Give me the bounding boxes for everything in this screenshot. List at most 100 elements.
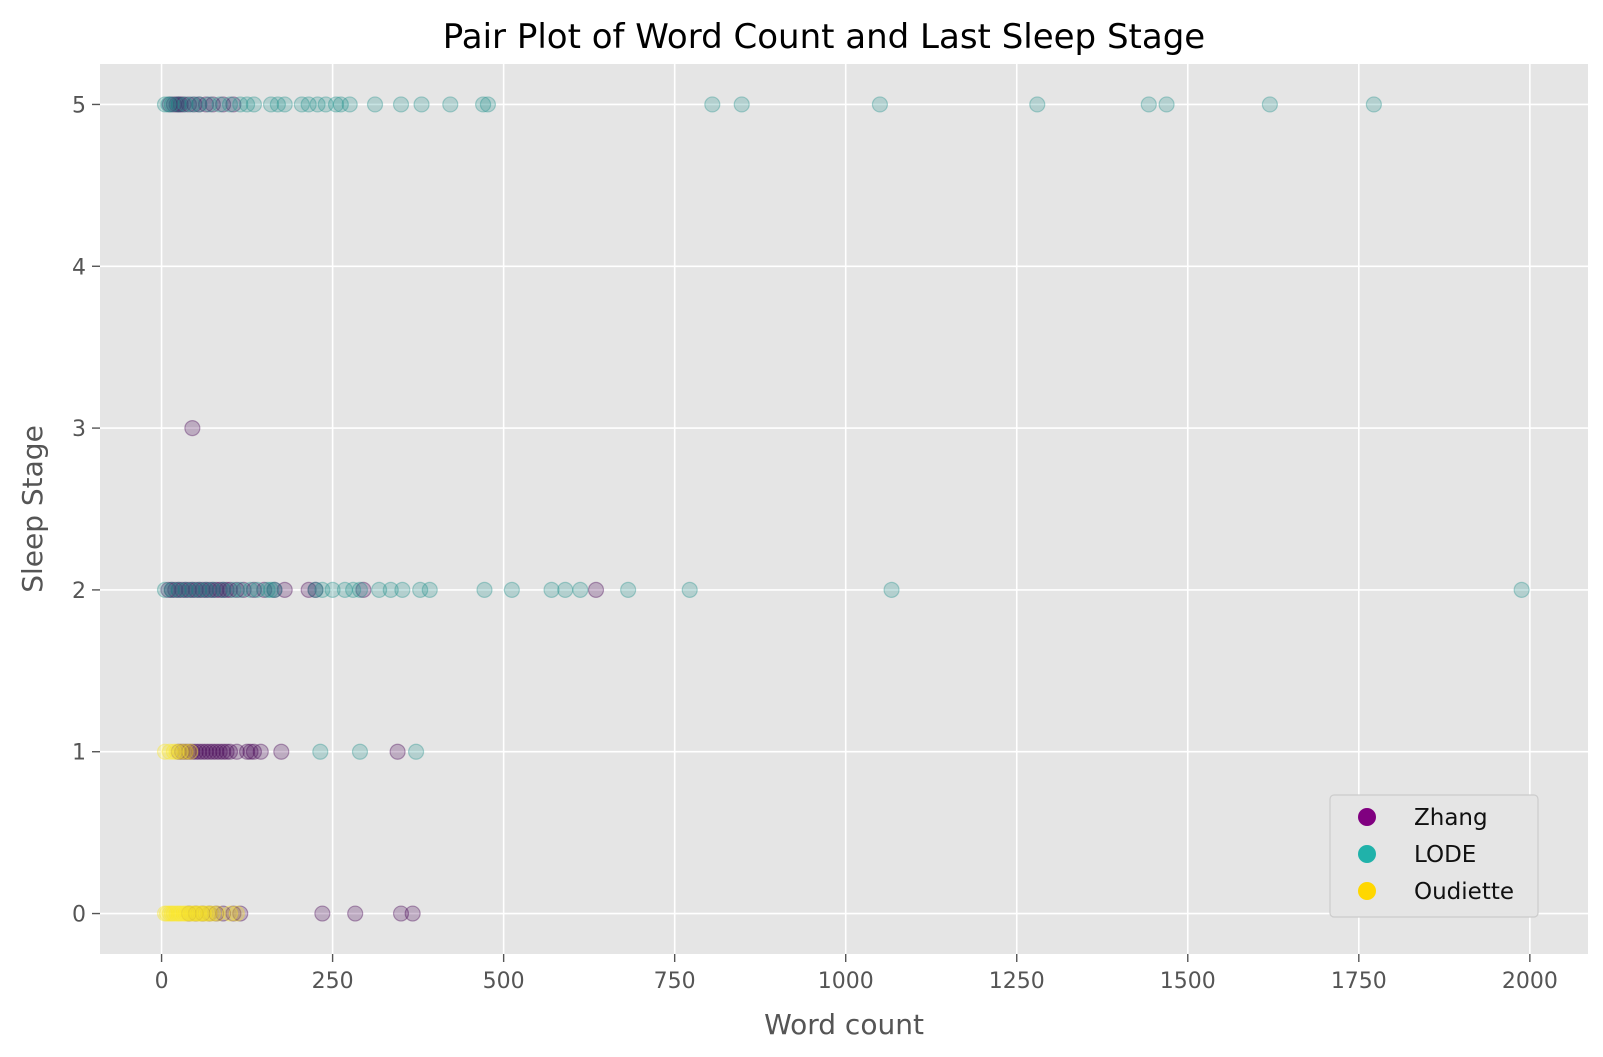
data-point [262, 581, 280, 599]
x-tick-label: 500 [483, 969, 525, 994]
data-point [1261, 96, 1278, 113]
legend-entry-label: Zhang [1414, 805, 1488, 831]
data-point [172, 96, 189, 113]
data-point [704, 96, 721, 113]
x-tick-label: 1250 [989, 969, 1045, 994]
data-point [198, 905, 215, 922]
data-point [160, 96, 177, 113]
legend-box [1329, 794, 1539, 918]
data-point [165, 905, 182, 922]
data-point [235, 581, 252, 599]
data-point [312, 743, 329, 760]
data-point [211, 581, 228, 599]
data-point [194, 905, 211, 922]
y-tick-label: 0 [72, 903, 86, 928]
data-point [232, 96, 249, 113]
data-point [201, 581, 218, 599]
data-point [156, 905, 174, 922]
data-point [314, 905, 331, 922]
data-point [191, 581, 208, 599]
legend-marker [1358, 845, 1376, 863]
data-point [238, 743, 256, 760]
data-point [341, 96, 358, 113]
data-point [245, 743, 263, 760]
data-point [479, 96, 497, 113]
data-point [163, 96, 180, 113]
data-point [189, 905, 206, 922]
data-point [733, 96, 750, 113]
data-point [259, 581, 276, 599]
data-point [871, 96, 889, 113]
data-point [347, 905, 364, 922]
data-point [180, 96, 198, 113]
data-points [156, 96, 1530, 922]
data-point [191, 96, 208, 113]
y-tick-label: 3 [72, 417, 86, 442]
data-point [442, 96, 459, 113]
data-point [225, 581, 242, 599]
data-point [186, 905, 203, 922]
data-point [245, 581, 263, 599]
data-point [543, 581, 560, 599]
data-point [170, 743, 187, 760]
data-point [211, 743, 228, 760]
y-tick-label: 1 [72, 741, 86, 766]
data-point [172, 905, 189, 922]
data-point [156, 96, 174, 113]
data-point [173, 743, 191, 760]
data-point [228, 581, 245, 599]
data-point [221, 581, 239, 599]
data-point [225, 905, 242, 922]
data-point [208, 581, 225, 599]
data-point [187, 581, 204, 599]
data-point [165, 743, 182, 760]
data-point [177, 581, 194, 599]
data-point [184, 743, 201, 760]
data-point [180, 905, 198, 922]
data-point [476, 581, 493, 599]
legend-marker [1358, 808, 1376, 826]
data-point [215, 905, 232, 922]
axis-ticks: 0 250 500 750 1000 1250 1500 1750 2000 0 1 2 3 4 5 [72, 93, 1558, 994]
data-point [317, 96, 334, 113]
data-point [204, 581, 221, 599]
data-point [161, 905, 178, 922]
data-point [172, 743, 189, 760]
data-point [336, 581, 354, 599]
data-point [191, 905, 208, 922]
data-point [194, 581, 211, 599]
data-point [407, 743, 425, 760]
data-point [245, 96, 263, 113]
data-point [186, 96, 203, 113]
data-point [161, 96, 178, 113]
y-axis-label: Sleep Stage [16, 425, 49, 593]
data-point [307, 581, 324, 599]
data-point [160, 581, 177, 599]
data-point [218, 743, 235, 760]
x-tick-label: 1750 [1331, 969, 1387, 994]
data-point [208, 905, 225, 922]
data-point [182, 905, 199, 922]
data-point [197, 743, 215, 760]
data-point [208, 743, 225, 760]
data-point [366, 96, 384, 113]
data-point [197, 96, 215, 113]
data-point [201, 905, 218, 922]
data-point [1029, 96, 1046, 113]
data-point [345, 581, 362, 599]
data-point [293, 96, 310, 113]
data-point [225, 96, 242, 113]
data-point [587, 581, 605, 599]
data-point [201, 96, 218, 113]
data-point [681, 581, 698, 599]
data-point [228, 905, 245, 922]
data-point [355, 581, 372, 599]
data-point [351, 743, 369, 760]
data-point [371, 581, 388, 599]
data-point [195, 905, 213, 922]
data-point [421, 581, 438, 599]
data-point [221, 743, 239, 760]
data-point [382, 581, 399, 599]
data-point [324, 581, 341, 599]
